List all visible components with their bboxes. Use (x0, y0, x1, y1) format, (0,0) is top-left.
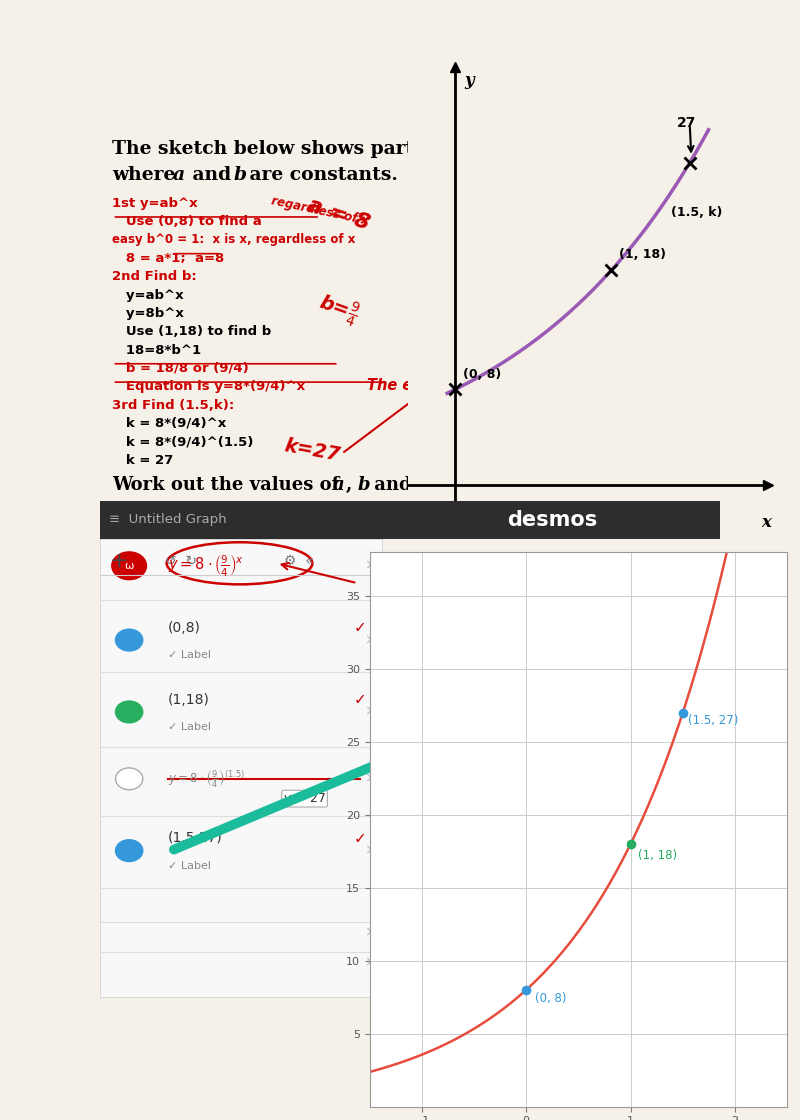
Text: The sketch below shows part of the graph of: The sketch below shows part of the graph… (112, 140, 584, 158)
Text: 1st y=ab^x: 1st y=ab^x (112, 197, 198, 209)
Text: Use (1,18) to find b: Use (1,18) to find b (112, 325, 272, 338)
Text: ✓ Label: ✓ Label (168, 860, 211, 870)
Text: Use (0,8) to find a: Use (0,8) to find a (112, 215, 262, 228)
Text: ×: × (364, 772, 375, 786)
Text: (1, 18): (1, 18) (619, 249, 666, 261)
Text: (1, 18): (1, 18) (638, 849, 677, 861)
Text: k=27: k=27 (283, 437, 342, 465)
Text: easy b^0 = 1:  x is x, regardless of x: easy b^0 = 1: x is x, regardless of x (112, 233, 356, 246)
Circle shape (115, 840, 142, 861)
Text: 27: 27 (678, 115, 697, 130)
Text: ×: × (364, 925, 375, 940)
Text: (0, 8): (0, 8) (534, 991, 566, 1005)
Text: ✓: ✓ (354, 831, 367, 846)
Text: y=ab^x: y=ab^x (112, 289, 184, 301)
Text: k = 8*(9/4)^x: k = 8*(9/4)^x (112, 417, 226, 430)
Text: ×: × (364, 955, 375, 969)
Text: where: where (112, 166, 182, 184)
Text: b: b (358, 476, 370, 494)
Text: ↺  ↻: ↺ ↻ (165, 553, 197, 568)
Text: a: a (173, 166, 185, 184)
Text: $y = 8\cdot\left(\frac{9}{4}\right)^{(1.5)}$: $y = 8\cdot\left(\frac{9}{4}\right)^{(1.… (168, 768, 246, 790)
Text: .: . (432, 476, 438, 494)
Text: and: and (186, 166, 238, 184)
Text: Work out the values of: Work out the values of (112, 476, 346, 494)
Text: ✓: ✓ (354, 620, 367, 635)
Circle shape (115, 629, 142, 651)
Text: $y = ab^x$,: $y = ab^x$, (550, 140, 625, 164)
FancyBboxPatch shape (100, 539, 382, 997)
Text: ×: × (364, 704, 375, 719)
Text: (0, 8): (0, 8) (462, 367, 501, 381)
Text: ω: ω (125, 561, 134, 571)
Text: ⚙  «: ⚙ « (283, 553, 314, 568)
Text: ×: × (364, 843, 375, 858)
Text: 8 = a*1;  a=8: 8 = a*1; a=8 (112, 252, 225, 264)
Text: (1.5,27): (1.5,27) (168, 831, 223, 846)
Text: desmos: desmos (507, 510, 598, 530)
Text: y=8b^x: y=8b^x (112, 307, 184, 320)
Text: b=$\frac{9}{4}$: b=$\frac{9}{4}$ (314, 289, 362, 332)
Text: a = 8: a = 8 (305, 195, 372, 234)
Text: k = 27: k = 27 (112, 454, 174, 467)
Text: ×: × (364, 633, 375, 647)
Text: ≡  Untitled Graph: ≡ Untitled Graph (110, 513, 227, 526)
FancyBboxPatch shape (100, 502, 720, 539)
Text: k: k (419, 476, 432, 494)
Text: (1.5, k): (1.5, k) (671, 206, 722, 220)
Text: (1.5, 27): (1.5, 27) (688, 715, 738, 727)
Text: (0,8): (0,8) (168, 620, 201, 635)
Circle shape (112, 552, 146, 580)
Text: a: a (333, 476, 344, 494)
Text: Equation is y=8*(9/4)^x: Equation is y=8*(9/4)^x (112, 381, 306, 393)
Text: ,: , (346, 476, 352, 494)
Text: ✓: ✓ (354, 692, 367, 707)
Text: ×: × (364, 559, 375, 572)
Text: 3rd Find (1.5,k):: 3rd Find (1.5,k): (112, 399, 234, 412)
Text: +: + (110, 551, 128, 571)
Circle shape (115, 701, 142, 722)
Text: and: and (369, 476, 418, 494)
Text: ✓ Label: ✓ Label (168, 721, 211, 731)
Text: b = 18/8 or (9/4): b = 18/8 or (9/4) (112, 362, 249, 375)
Text: ✓ Label: ✓ Label (168, 650, 211, 660)
Text: The equation is y = 8*(9/4)^x: The equation is y = 8*(9/4)^x (366, 379, 610, 393)
Text: $y = 8 \cdot \left(\frac{9}{4}\right)^x$: $y = 8 \cdot \left(\frac{9}{4}\right)^x$ (168, 553, 244, 579)
Text: regardless of x: regardless of x (270, 194, 370, 227)
Text: are constants.: are constants. (242, 166, 398, 184)
Text: b: b (234, 166, 246, 184)
Text: 2nd Find b:: 2nd Find b: (112, 270, 197, 283)
Circle shape (115, 768, 142, 790)
Text: 18=8*b^1: 18=8*b^1 (112, 344, 202, 356)
Text: y = 27: y = 27 (284, 792, 326, 805)
Text: (1,18): (1,18) (168, 692, 210, 707)
Text: x: x (762, 514, 772, 531)
Text: y: y (464, 72, 474, 90)
Text: k = 8*(9/4)^(1.5): k = 8*(9/4)^(1.5) (112, 436, 254, 448)
